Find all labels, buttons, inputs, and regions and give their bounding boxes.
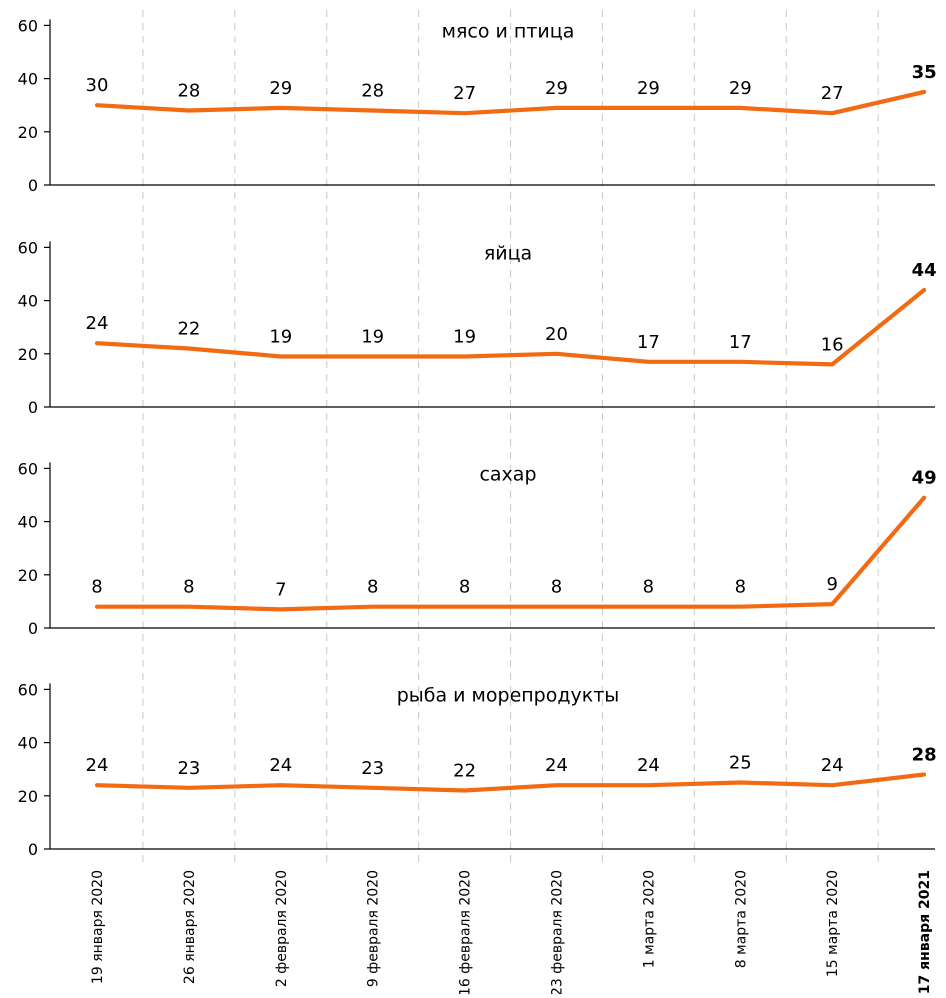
data-label: 25 — [729, 753, 752, 774]
panel-title: сахар — [479, 463, 536, 485]
data-label: 28 — [177, 81, 200, 102]
y-tick-label: 0 — [28, 176, 38, 195]
data-label: 19 — [361, 326, 384, 347]
panel-title: яйца — [484, 242, 532, 264]
x-tick-label: 26 января 2020 — [182, 870, 198, 984]
data-label: 27 — [821, 83, 844, 104]
data-label: 29 — [545, 78, 568, 99]
x-tick-label: 8 марта 2020 — [733, 870, 749, 968]
data-label: 20 — [545, 324, 568, 345]
data-label: 28 — [361, 81, 384, 102]
data-label: 8 — [459, 577, 470, 598]
data-label: 28 — [912, 745, 937, 766]
data-label: 24 — [86, 755, 109, 776]
x-tick-label: 23 февраля 2020 — [550, 870, 566, 994]
data-label: 24 — [545, 755, 568, 776]
data-label: 8 — [643, 577, 654, 598]
data-label: 8 — [551, 577, 562, 598]
y-tick-label: 20 — [18, 787, 38, 806]
y-tick-label: 0 — [28, 619, 38, 638]
data-label: 8 — [91, 577, 102, 598]
y-tick-label: 40 — [18, 70, 38, 89]
y-tick-label: 60 — [18, 459, 38, 478]
y-tick-label: 40 — [18, 513, 38, 532]
y-tick-label: 40 — [18, 734, 38, 753]
x-tick-label: 19 января 2020 — [90, 870, 106, 984]
data-label: 24 — [269, 755, 292, 776]
data-label: 8 — [735, 577, 746, 598]
data-label: 8 — [183, 577, 194, 598]
data-label: 16 — [821, 334, 844, 355]
x-tick-label: 1 марта 2020 — [641, 870, 657, 968]
y-tick-label: 20 — [18, 123, 38, 142]
data-label: 24 — [821, 755, 844, 776]
y-tick-label: 60 — [18, 16, 38, 35]
y-tick-label: 20 — [18, 566, 38, 585]
x-tick-label: 2 февраля 2020 — [274, 870, 290, 987]
data-label: 22 — [177, 318, 200, 339]
y-tick-label: 0 — [28, 398, 38, 417]
x-tick-label: 15 марта 2020 — [825, 870, 841, 977]
data-label: 30 — [86, 75, 109, 96]
data-label: 44 — [912, 260, 937, 281]
x-tick-label: 16 февраля 2020 — [458, 870, 474, 994]
y-tick-label: 60 — [18, 238, 38, 257]
y-tick-label: 0 — [28, 840, 38, 859]
panel-title: рыба и морепродукты — [397, 684, 620, 706]
data-label: 17 — [729, 332, 752, 353]
data-label: 17 — [637, 332, 660, 353]
data-label: 24 — [637, 755, 660, 776]
y-tick-label: 60 — [18, 680, 38, 699]
panel-title: мясо и птица — [442, 20, 575, 42]
data-label: 19 — [453, 326, 476, 347]
x-tick-label: 9 февраля 2020 — [366, 870, 382, 987]
y-tick-label: 20 — [18, 345, 38, 364]
data-label: 35 — [912, 62, 937, 83]
data-label: 24 — [86, 313, 109, 334]
series-line — [97, 498, 924, 610]
x-tick-label: 17 января 2021 — [917, 870, 933, 994]
data-label: 49 — [912, 468, 937, 489]
data-label: 27 — [453, 83, 476, 104]
data-label: 29 — [637, 78, 660, 99]
data-label: 9 — [826, 574, 837, 595]
data-label: 7 — [275, 579, 286, 600]
y-tick-label: 40 — [18, 292, 38, 311]
data-label: 8 — [367, 577, 378, 598]
data-label: 22 — [453, 760, 476, 781]
data-label: 29 — [269, 78, 292, 99]
data-label: 29 — [729, 78, 752, 99]
data-label: 23 — [177, 758, 200, 779]
data-label: 19 — [269, 326, 292, 347]
data-label: 23 — [361, 758, 384, 779]
